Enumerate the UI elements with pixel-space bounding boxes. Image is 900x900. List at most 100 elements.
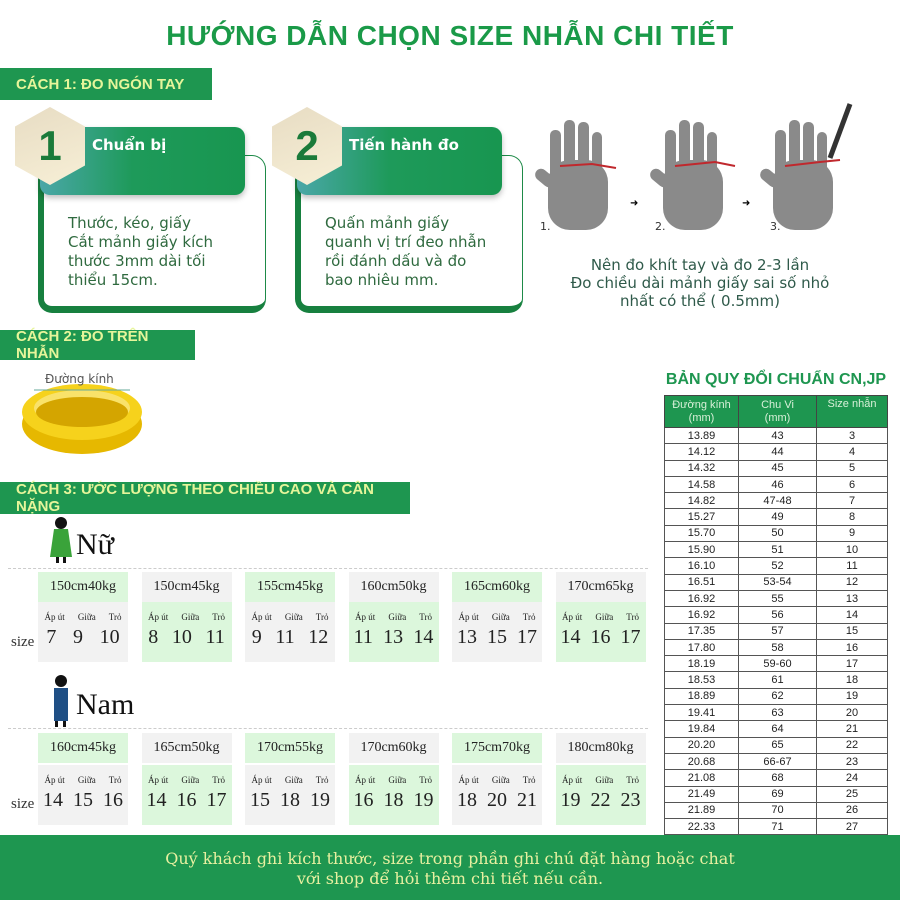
ring-size-value: 16 [103,789,123,811]
step-text-line: thiểu 15cm. [68,271,158,289]
diameter-label: Đường kính [45,372,114,386]
ring-size-value: 16 [176,789,197,811]
table-cell: 46 [738,475,817,494]
finger-label: Áp út [251,775,272,785]
ring-size-value: 15 [487,626,507,648]
ring-size-value: 8 [148,626,159,648]
table-row: 15.90 51 10 [664,541,888,559]
ring-size-cell: Áp út Giữa Trỏ 15 18 19 [245,765,335,825]
table-row: 22.33 71 27 [664,818,888,836]
table-cell: 3 [816,426,888,445]
weight-value: 45kg [88,740,117,755]
ring-size-value: 10 [171,626,192,648]
step-text-line: Cắt mảnh giấy kích [68,233,214,251]
ring-size-value: 20 [487,789,507,811]
finger-label: Áp út [458,775,479,785]
table-cell: 44 [738,443,817,461]
table-cell: 58 [738,638,817,657]
finger-label: Trỏ [626,775,639,785]
table-cell: 52 [738,557,817,575]
table-cell: 19 [816,687,888,706]
table-cell: 14.32 [664,459,739,477]
ring-size-value: 17 [206,789,227,811]
table-cell: 18.89 [664,687,739,706]
weight-value: 70kg [502,740,531,755]
table-cell: 13 [816,589,888,608]
finger-label: Giữa [595,775,614,785]
table-cell: 14.82 [664,492,739,510]
table-cell: 61 [738,671,817,689]
table-cell: 16.51 [664,573,739,591]
male-figure-icon [54,675,68,727]
step-text-line: bao nhiêu mm. [325,271,439,289]
female-figure-icon [50,517,72,563]
table-cell: 23 [816,752,888,771]
table-cell: 9 [816,524,888,543]
table-cell: 17.80 [664,638,739,657]
finger-label: Áp út [562,775,583,785]
table-cell: 14 [816,606,888,624]
footer-line: Quý khách ghi kích thước, size trong phầ… [165,849,735,868]
conversion-table: Đường kính (mm) Chu Vi (mm) Size nhẫn 13.89 43… [664,395,888,836]
table-row: 14.82 47-48 7 [664,492,888,510]
conversion-title: BẢN QUY ĐỔI CHUẨN CN,JP [665,371,887,388]
height-value: 160cm [49,740,89,755]
ring-size-cell: Áp út Giữa Trỏ 11 13 14 [348,602,439,662]
ring-size-cell: Áp út Giữa Trỏ 7 9 10 [38,602,128,662]
table-cell: 63 [738,704,817,722]
table-cell: 20 [816,704,888,722]
ring-size-value: 11 [275,626,295,648]
ring-size-value: 13 [457,626,477,648]
table-cell: 69 [738,785,817,803]
finger-label: Trỏ [212,775,225,785]
weight-value: 80kg [605,740,634,755]
table-row: 13.89 43 3 [664,426,888,445]
table-cell: 18.53 [664,671,739,689]
ring-size-value: 7 [46,626,57,648]
table-cell: 13.89 [664,426,739,445]
step-text-line: Quấn mảnh giấy [325,214,450,232]
hand-icon [760,120,833,230]
table-cell: 20.20 [664,736,739,754]
ring-size-cell: Áp út Giữa Trỏ 14 16 17 [141,765,232,825]
height-value: 150cm [49,579,89,594]
table-cell: 15.70 [664,524,739,543]
method2-banner: CÁCH 2: ĐO TRÊN NHẪN [0,328,195,362]
height-value: 170cm [256,740,296,755]
height-weight-cell: 175cm 70kg [452,733,542,763]
table-cell: 66-67 [738,752,817,771]
table-row: 19.41 63 20 [664,704,888,722]
ring-size-value: 19 [560,789,581,811]
height-value: 160cm [360,579,399,594]
finger-label: Giữa [181,612,200,622]
step-text-line: rồi đánh dấu và đo [325,252,467,270]
table-row: 14.58 46 6 [664,475,888,494]
ring-size-value: 21 [517,789,537,811]
height-weight-cell: 155cm 45kg [245,572,335,602]
gold-ring-illustration [22,384,142,454]
finger-label: Trỏ [108,775,122,785]
table-cell: 22.33 [664,818,739,836]
table-cell: 11 [816,557,888,575]
table-cell: 45 [738,459,817,477]
table-row: 18.89 62 19 [664,687,888,706]
table-cell: 10 [816,541,888,559]
finger-label: Trỏ [522,612,536,622]
ring-size-value: 14 [413,626,434,648]
finger-label: Trỏ [212,612,225,622]
ring-size-value: 11 [353,626,373,648]
weight-value: 65kg [605,579,634,594]
finger-label: Trỏ [315,612,329,622]
finger-label: Giữa [595,612,614,622]
ring-size-value: 14 [146,789,167,811]
table-cell: 16.92 [664,606,739,624]
step-text-line: thước 3mm dài tối [68,252,206,270]
ring-size-cell: Áp út Giữa Trỏ 14 15 16 [38,765,128,825]
ring-size-cell: Áp út Giữa Trỏ 9 11 12 [245,602,335,662]
finger-label: Áp út [355,612,376,622]
method1-banner: CÁCH 1: ĐO NGÓN TAY [0,68,212,100]
height-value: 150cm [153,579,192,594]
ring-size-value: 19 [413,789,434,811]
table-row: 14.12 44 4 [664,443,888,461]
table-cell: 18 [816,671,888,689]
